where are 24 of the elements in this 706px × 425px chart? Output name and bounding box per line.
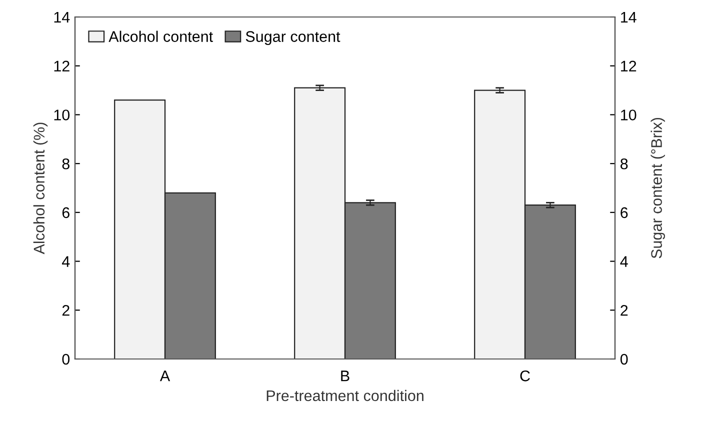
y-tick-label: 4	[62, 256, 70, 267]
y2-axis-title: Sugar content (°Brix)	[650, 118, 665, 258]
legend-label: Sugar content	[246, 31, 340, 45]
y-tick-label: 14	[54, 12, 70, 23]
y-tick-label: 0	[62, 354, 70, 365]
y-tick-label: 2	[62, 305, 70, 316]
y2-tick-label: 12	[621, 60, 636, 72]
y2-tick-label: 8	[620, 158, 628, 170]
y2-tick-label: 6	[620, 207, 628, 218]
legend-label: Alcohol content	[108, 30, 213, 42]
y2-tick-label: 10	[621, 110, 636, 120]
y-tick-label: 12	[54, 60, 70, 72]
y2-tick-label: 14	[621, 12, 636, 23]
y-axis-title: Alcohol content (%)	[33, 122, 48, 254]
y2-tick-label: 0	[620, 354, 628, 365]
x-tick-label: A	[160, 370, 170, 382]
x-tick-label: C	[520, 370, 530, 382]
y2-tick-label: 2	[620, 305, 628, 316]
x-axis-title: Pre-treatment condition	[266, 390, 424, 402]
y-tick-label: 6	[62, 207, 70, 218]
y2-tick-label: 4	[620, 256, 628, 267]
y-tick-label: 8	[62, 158, 70, 170]
x-tick-label: B	[341, 370, 350, 382]
y-tick-label: 10	[54, 110, 70, 120]
